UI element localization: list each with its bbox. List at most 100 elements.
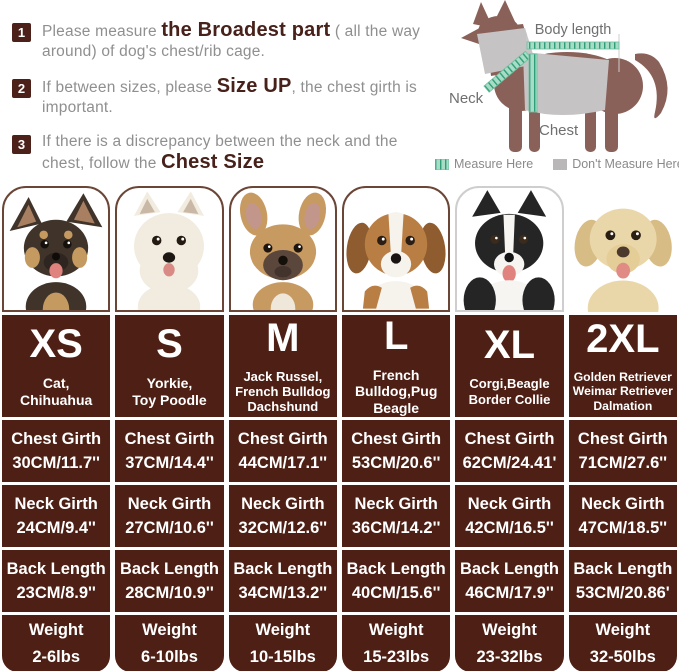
instruction-text-emphasis: Size UP: [216, 74, 292, 97]
measure-label: Chest Girth: [11, 429, 102, 448]
measure-value: 47CM/18.5'': [578, 518, 668, 537]
weight-cell-xs: Weight 2-6lbs: [2, 615, 111, 671]
measure-label: Weight: [595, 620, 651, 639]
instruction-text-part: If between sizes, please: [42, 78, 217, 96]
measure-value: 23CM/8.9'': [16, 583, 96, 602]
measure-label: Back Length: [459, 559, 559, 578]
measuring-instructions: 1 Please measure the Broadest part ( all…: [12, 20, 436, 175]
dog-tail: [635, 53, 668, 119]
measure-label: Weight: [28, 620, 84, 639]
dog-photo-beagle: [342, 186, 451, 312]
neck-label: Neck: [449, 90, 484, 107]
weight-cell-s: Weight 6-10lbs: [115, 615, 224, 671]
measure-label: Neck Girth: [241, 494, 325, 513]
chest-label: Chest: [539, 122, 579, 139]
measure-label: Back Length: [346, 559, 446, 578]
measure-label: Neck Girth: [581, 494, 665, 513]
measure-label: Back Length: [233, 559, 333, 578]
size-label: L: [383, 313, 409, 358]
measure-label: Back Length: [573, 559, 673, 578]
breed-list: French Bulldog,Pug Beagle: [354, 366, 438, 416]
dog-photo-french-bulldog: [228, 186, 337, 312]
body-length-label: Body length: [535, 22, 612, 38]
dog-front-leg: [509, 98, 522, 152]
neck-girth-cell-2xl: Neck Girth 47CM/18.5'': [568, 485, 677, 547]
size-cell-xs: XS Cat, Chihuahua: [2, 315, 111, 417]
instruction-text: If between sizes, please Size UP, the ch…: [42, 76, 436, 119]
neck-girth-cell-xs: Neck Girth 24CM/9.4'': [2, 485, 111, 547]
measure-value: 53CM/20.86': [575, 583, 670, 602]
instruction-text-part: ( all the way around) of dog's chest/rib…: [42, 23, 421, 61]
measure-value: 15-23lbs: [363, 647, 430, 666]
weight-cell-2xl: Weight 32-50lbs: [568, 615, 677, 671]
weight-cell-xl: Weight 23-32lbs: [455, 615, 564, 671]
size-label: XL: [483, 323, 536, 368]
dog-silhouette-diagram: Body length Neck Chest: [449, 0, 668, 152]
size-cell-s: S Yorkie, Toy Poodle: [115, 315, 224, 417]
tape-measure-icon: [435, 158, 449, 170]
instruction-text-emphasis: Chest Size: [161, 151, 265, 174]
measure-value: 40CM/15.6'': [351, 583, 441, 602]
weight-cell-m: Weight 10-15lbs: [228, 615, 337, 671]
instruction-text-emphasis: the Broadest part: [161, 19, 331, 41]
measure-label: Neck Girth: [14, 494, 98, 513]
instruction-2: 2 If between sizes, please Size UP, the …: [12, 76, 436, 119]
measure-value: 24CM/9.4'': [16, 518, 96, 537]
step-number-badge: 3: [12, 134, 31, 154]
measure-label: Chest Girth: [577, 429, 668, 448]
measure-value: 23-32lbs: [476, 647, 543, 666]
measure-label: Weight: [482, 620, 537, 639]
step-number-badge: 2: [12, 78, 31, 98]
dog-photo-labrador: [568, 186, 677, 312]
instruction-text-part: If there is a discrepancy between the ne…: [42, 132, 398, 173]
measure-value: 2-6lbs: [32, 647, 80, 666]
measure-value: 62CM/24.41': [462, 453, 557, 472]
size-cell-2xl: 2XL Golden Retriever Weimar Retriever Da…: [568, 315, 677, 417]
measure-value: 53CM/20.6'': [351, 453, 441, 472]
measure-label: Neck Girth: [467, 494, 552, 513]
neck-girth-cell-xl: Neck Girth 42CM/16.5'': [455, 485, 564, 547]
measure-label: Chest Girth: [351, 429, 442, 448]
measure-label: Weight: [142, 620, 197, 639]
chest-girth-cell-xs: Chest Girth 30CM/11.7'': [2, 420, 111, 482]
weight-cell-l: Weight 15-23lbs: [342, 615, 451, 671]
dog-measurement-diagram: Body length Neck Chest Measure Here Don'…: [429, 0, 679, 186]
measure-value: 10-15lbs: [249, 647, 316, 666]
dog-front-leg: [529, 102, 540, 152]
diagram-legend: Measure Here Don't Measure Here: [435, 157, 679, 171]
size-label: XS: [29, 321, 83, 366]
measure-label: Back Length: [6, 559, 106, 578]
dog-rear-leg: [585, 102, 596, 152]
size-label: S: [156, 321, 183, 366]
measure-value: 44CM/17.1'': [238, 453, 328, 472]
gray-swatch-icon: [553, 158, 568, 170]
instruction-3: 3 If there is a discrepancy between the …: [12, 132, 436, 175]
instruction-text-part: Please measure: [42, 23, 162, 40]
measure-label: Weight: [255, 620, 311, 639]
breed-list: Yorkie, Toy Poodle: [132, 374, 207, 408]
legend-label: Don't Measure Here: [572, 157, 679, 171]
measure-value: 46CM/17.9'': [465, 583, 554, 602]
back-length-cell-2xl: Back Length 53CM/20.86': [568, 550, 677, 612]
dog-photo-west-highland-terrier: [115, 186, 224, 312]
measure-value: 28CM/10.9'': [125, 583, 214, 602]
measure-value: 30CM/11.7'': [12, 453, 100, 472]
size-cell-xl: XL Corgi,Beagle Border Collie: [455, 315, 564, 417]
instruction-text-part: , the chest girth is important.: [42, 78, 417, 117]
chest-girth-cell-l: Chest Girth 53CM/20.6'': [342, 420, 451, 482]
measure-value: 36CM/14.2'': [351, 518, 441, 537]
measure-value: 34CM/13.2'': [238, 583, 328, 602]
size-cell-l: L French Bulldog,Pug Beagle: [342, 313, 451, 417]
chest-tape: [528, 53, 538, 113]
instruction-1: 1 Please measure the Broadest part ( all…: [12, 20, 436, 63]
instruction-text: If there is a discrepancy between the ne…: [42, 132, 436, 175]
measure-label: Chest Girth: [124, 429, 215, 448]
no-measure-body-zone: [523, 52, 609, 115]
back-length-cell-s: Back Length 28CM/10.9'': [115, 550, 224, 612]
legend-label: Measure Here: [454, 157, 534, 171]
measure-value: 32-50lbs: [589, 647, 656, 666]
back-length-cell-xl: Back Length 46CM/17.9'': [455, 550, 564, 612]
body-length-tape: [526, 41, 620, 50]
chest-girth-cell-xl: Chest Girth 62CM/24.41': [455, 420, 564, 482]
dog-ear: [473, 2, 493, 28]
